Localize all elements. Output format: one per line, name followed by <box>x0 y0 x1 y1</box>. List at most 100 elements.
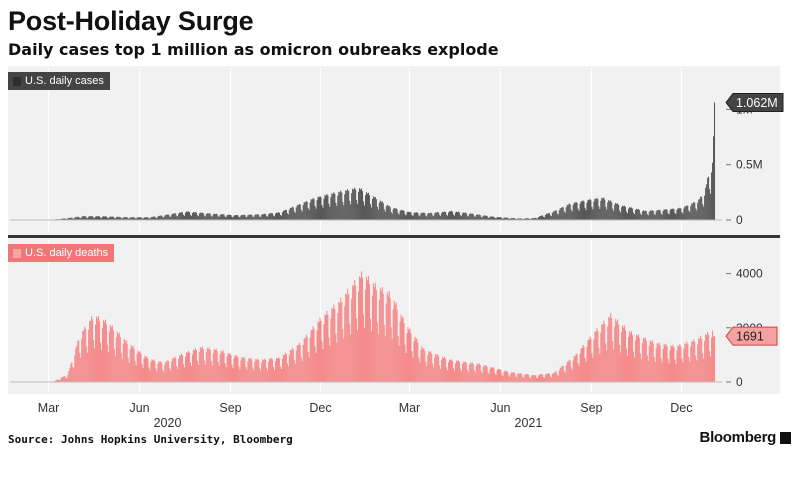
cases-bar <box>240 215 242 220</box>
deaths-bar <box>447 370 449 382</box>
deaths-bar <box>243 356 245 382</box>
cases-bar <box>169 216 171 220</box>
deaths-bar <box>657 344 659 382</box>
deaths-bar <box>350 334 352 382</box>
cases-bar <box>219 214 221 220</box>
cases-bar <box>518 218 520 220</box>
chart-subtitle: Daily cases top 1 million as omicron oub… <box>8 40 499 59</box>
deaths-bar <box>295 350 297 382</box>
x-year-label: 2020 <box>154 416 182 430</box>
deaths-bar <box>242 358 244 382</box>
cases-bar <box>652 210 654 220</box>
cases-bar <box>709 188 711 220</box>
deaths-bar <box>504 370 506 382</box>
source-note: Source: Johns Hopkins University, Bloomb… <box>8 433 293 446</box>
deaths-bar <box>388 291 390 382</box>
deaths-bar <box>303 338 305 382</box>
cases-bar <box>347 189 349 220</box>
cases-bar <box>290 207 292 220</box>
deaths-bar <box>110 327 112 382</box>
cases-bar <box>608 200 610 220</box>
deaths-bar <box>329 345 331 382</box>
deaths-bar <box>576 354 578 382</box>
cases-bar <box>595 199 597 220</box>
cases-bar <box>270 213 272 220</box>
deaths-bar <box>150 362 152 382</box>
cases-bar <box>103 216 105 220</box>
cases-bar <box>204 216 206 220</box>
deaths-bar <box>406 333 408 382</box>
deaths-bar <box>668 363 670 382</box>
cases-bar <box>577 208 579 220</box>
cases-bar <box>329 206 331 220</box>
deaths-bar <box>343 338 345 382</box>
cases-bar <box>651 210 653 220</box>
deaths-bar <box>227 352 229 382</box>
deaths-bar <box>460 371 462 382</box>
deaths-bar <box>552 372 554 382</box>
cases-bar <box>399 210 401 220</box>
cases-bar <box>622 205 624 220</box>
cases-bar <box>72 218 74 220</box>
deaths-bar <box>433 367 435 382</box>
cases-bar <box>441 212 443 220</box>
deaths-bar <box>430 351 432 382</box>
cases-bar <box>550 216 552 220</box>
deaths-bar <box>368 284 370 382</box>
deaths-bar <box>421 346 423 382</box>
cases-bar <box>449 211 451 220</box>
deaths-bar <box>649 340 651 382</box>
cases-bar <box>321 204 323 220</box>
cases-bar <box>316 200 318 220</box>
cases-bar <box>619 210 621 220</box>
deaths-bar <box>320 320 322 382</box>
cases-bar <box>499 217 501 220</box>
cases-bar <box>496 217 498 220</box>
cases-bar <box>200 212 202 220</box>
cases-bar <box>402 210 404 220</box>
deaths-bar <box>521 373 523 382</box>
cases-bar <box>413 213 415 220</box>
cases-bar <box>189 214 192 220</box>
cases-bar <box>249 214 251 220</box>
deaths-bar <box>336 342 338 382</box>
cases-bar <box>551 212 553 220</box>
cases-bar <box>679 207 681 220</box>
deaths-bar <box>510 373 512 382</box>
cases-bar <box>555 210 557 220</box>
deaths-bar <box>141 364 143 382</box>
cases-bar <box>261 214 263 220</box>
cases-bar <box>663 209 665 220</box>
cases-bar <box>230 215 232 220</box>
cases-bar <box>554 210 556 220</box>
deaths-bar <box>584 357 586 382</box>
cases-bar <box>73 218 75 220</box>
cases-bar <box>670 208 672 220</box>
cases-bar <box>302 204 304 220</box>
deaths-bar <box>514 373 516 382</box>
cases-bar <box>265 214 267 220</box>
deaths-bar <box>424 351 426 382</box>
cases-bar <box>179 212 181 220</box>
deaths-bar <box>538 375 540 382</box>
deaths-bar <box>418 357 420 382</box>
cases-bar <box>403 211 405 220</box>
deaths-bar <box>608 317 610 382</box>
deaths-bar <box>192 349 194 382</box>
deaths-bar <box>305 334 307 382</box>
deaths-bar <box>490 367 492 382</box>
cases-bar <box>386 204 388 220</box>
deaths-bar <box>444 356 446 382</box>
cases-bar <box>233 215 235 220</box>
deaths-bar <box>220 350 222 382</box>
deaths-bar <box>534 374 536 382</box>
cases-bar <box>431 213 433 220</box>
deaths-bar <box>505 371 507 382</box>
deaths-bar <box>572 360 574 382</box>
cases-bar <box>603 197 605 220</box>
cases-bar <box>306 201 308 220</box>
cases-bar <box>629 207 632 220</box>
deaths-bar <box>146 356 148 382</box>
cases-bar <box>589 198 591 220</box>
deaths-bar <box>197 364 199 382</box>
